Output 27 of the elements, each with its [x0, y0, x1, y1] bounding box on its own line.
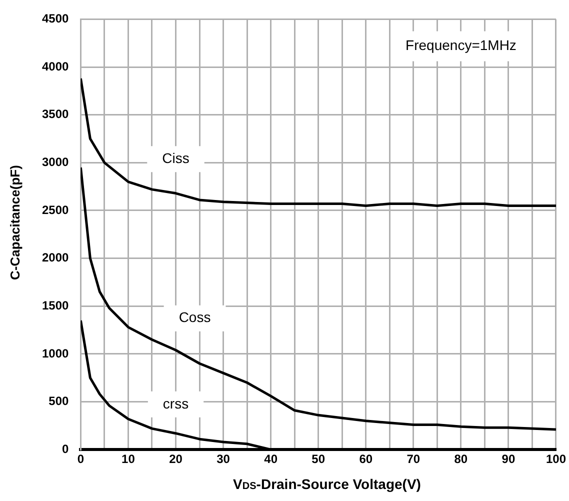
y-tick-label: 3500 [42, 107, 70, 122]
y-axis-title: C-Capacitance(pF) [8, 164, 22, 282]
x-tick-label: 70 [406, 452, 420, 466]
x-axis-title: V$_{DS}$-Drain-Source Voltage(V) [232, 476, 422, 492]
x-tick-label: 0 [77, 452, 84, 466]
x-tick-label: 20 [169, 452, 183, 466]
x-tick-label: 80 [454, 452, 468, 466]
y-tick-label: 1500 [42, 298, 70, 312]
series-label: crss [162, 395, 189, 412]
x-tick-label: 100 [546, 452, 566, 466]
y-tick-label: 4500 [42, 12, 70, 26]
x-tick-label: 10 [122, 452, 136, 466]
annotation: Frequency=1MHz [406, 37, 516, 54]
y-tick-label: 1000 [42, 346, 70, 360]
x-tick-label: 90 [502, 452, 516, 466]
y-tick-label: 3000 [42, 154, 70, 169]
series-label: Ciss [162, 150, 190, 166]
y-tick-label: 500 [48, 394, 70, 408]
x-tick-label: 40 [264, 452, 278, 466]
y-tick-label: 0 [62, 442, 70, 456]
y-tick-label: 2500 [42, 202, 70, 217]
x-tick-label: 50 [312, 452, 326, 466]
x-tick-label: 30 [216, 452, 230, 466]
series-label: Coss [178, 309, 211, 326]
y-tick-label: 4000 [42, 59, 70, 74]
y-tick-label: 2000 [42, 250, 70, 265]
x-tick-label: 60 [359, 452, 373, 466]
